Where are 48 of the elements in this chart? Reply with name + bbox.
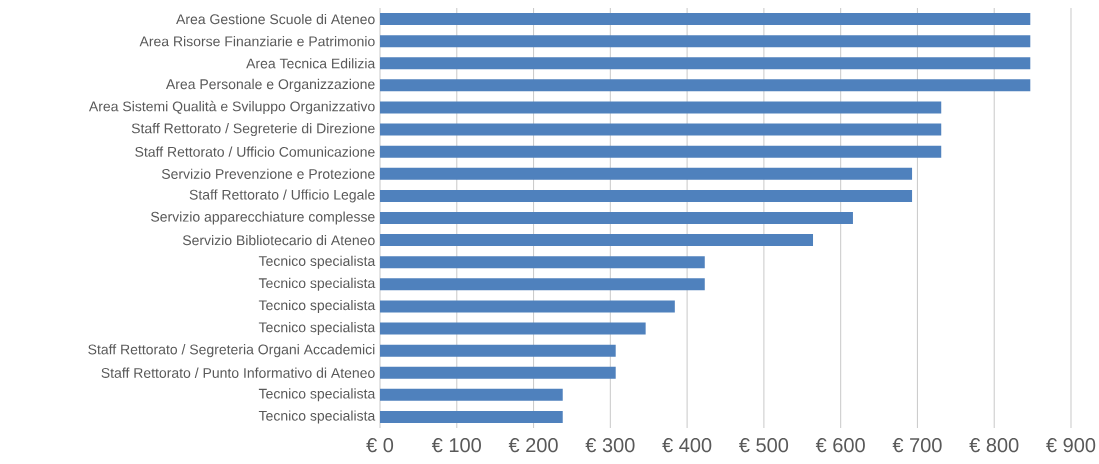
bar	[380, 256, 705, 269]
bar	[380, 322, 646, 335]
y-tick-label: Area Gestione Scuole di Ateneo	[176, 13, 375, 25]
y-tick-label: Staff Rettorato / Ufficio Legale	[189, 189, 375, 203]
x-tick-label: € 500	[739, 438, 789, 453]
bar	[380, 35, 1031, 48]
y-tick-label: Tecnico specialista	[258, 299, 376, 313]
y-tick-label: Staff Rettorato / Ufficio Comunicazione	[135, 146, 375, 157]
y-tick-label: Tecnico specialista	[258, 255, 376, 269]
bar	[380, 388, 563, 401]
y-tick-label: Area Tecnica Edilizia	[246, 58, 376, 69]
y-tick-label: Area Sistemi Qualità e Sviluppo Organizzativo	[88, 100, 375, 115]
y-tick-label: Tecnico specialista	[258, 277, 376, 291]
y-tick-label: Tecnico specialista	[258, 388, 376, 402]
y-tick-label: Area Personale e Organizzazione	[165, 78, 375, 92]
x-tick-label: € 300	[585, 438, 635, 453]
x-tick-label: € 400	[662, 438, 712, 453]
y-tick-label: Servizio Bibliotecario di Ateneo	[182, 234, 375, 246]
bar	[380, 57, 1031, 70]
x-tick-label: € 800	[969, 438, 1019, 453]
bar	[380, 79, 1031, 92]
bar	[380, 167, 913, 180]
bar	[380, 212, 853, 224]
x-tick-label: € 900	[1046, 438, 1096, 453]
bar	[380, 234, 814, 247]
y-tick-label: Servizio Prevenzione e Protezione	[161, 168, 375, 179]
bar	[380, 13, 1031, 26]
y-tick-label: Tecnico specialista	[258, 322, 376, 336]
x-tick-label: € 0	[366, 438, 394, 453]
x-tick-label: € 700	[892, 438, 942, 453]
x-tick-label: € 100	[431, 438, 481, 453]
y-tick-label: Tecnico specialista	[258, 410, 376, 424]
y-tick-label: Servizio apparecchiature complesse	[151, 211, 375, 225]
bar	[380, 366, 616, 379]
x-tick-label: € 200	[508, 438, 558, 453]
y-tick-label: Staff Rettorato / Punto Informativo di Ateneo	[101, 367, 375, 378]
bar	[380, 410, 563, 423]
y-tick-label: Staff Rettorato / Segreteria Organi Accademici	[88, 344, 375, 358]
bar	[380, 123, 942, 136]
bar	[380, 189, 913, 202]
bar	[380, 278, 705, 291]
bar	[380, 344, 616, 357]
bar	[380, 145, 942, 158]
x-tick-label: € 600	[815, 438, 865, 453]
y-tick-label: Area Risorse Finanziarie e Patrimonio	[139, 36, 375, 47]
bar	[380, 300, 675, 313]
y-tick-label: Staff Rettorato / Segreterie di Direzione	[131, 123, 375, 137]
bar	[380, 101, 942, 114]
